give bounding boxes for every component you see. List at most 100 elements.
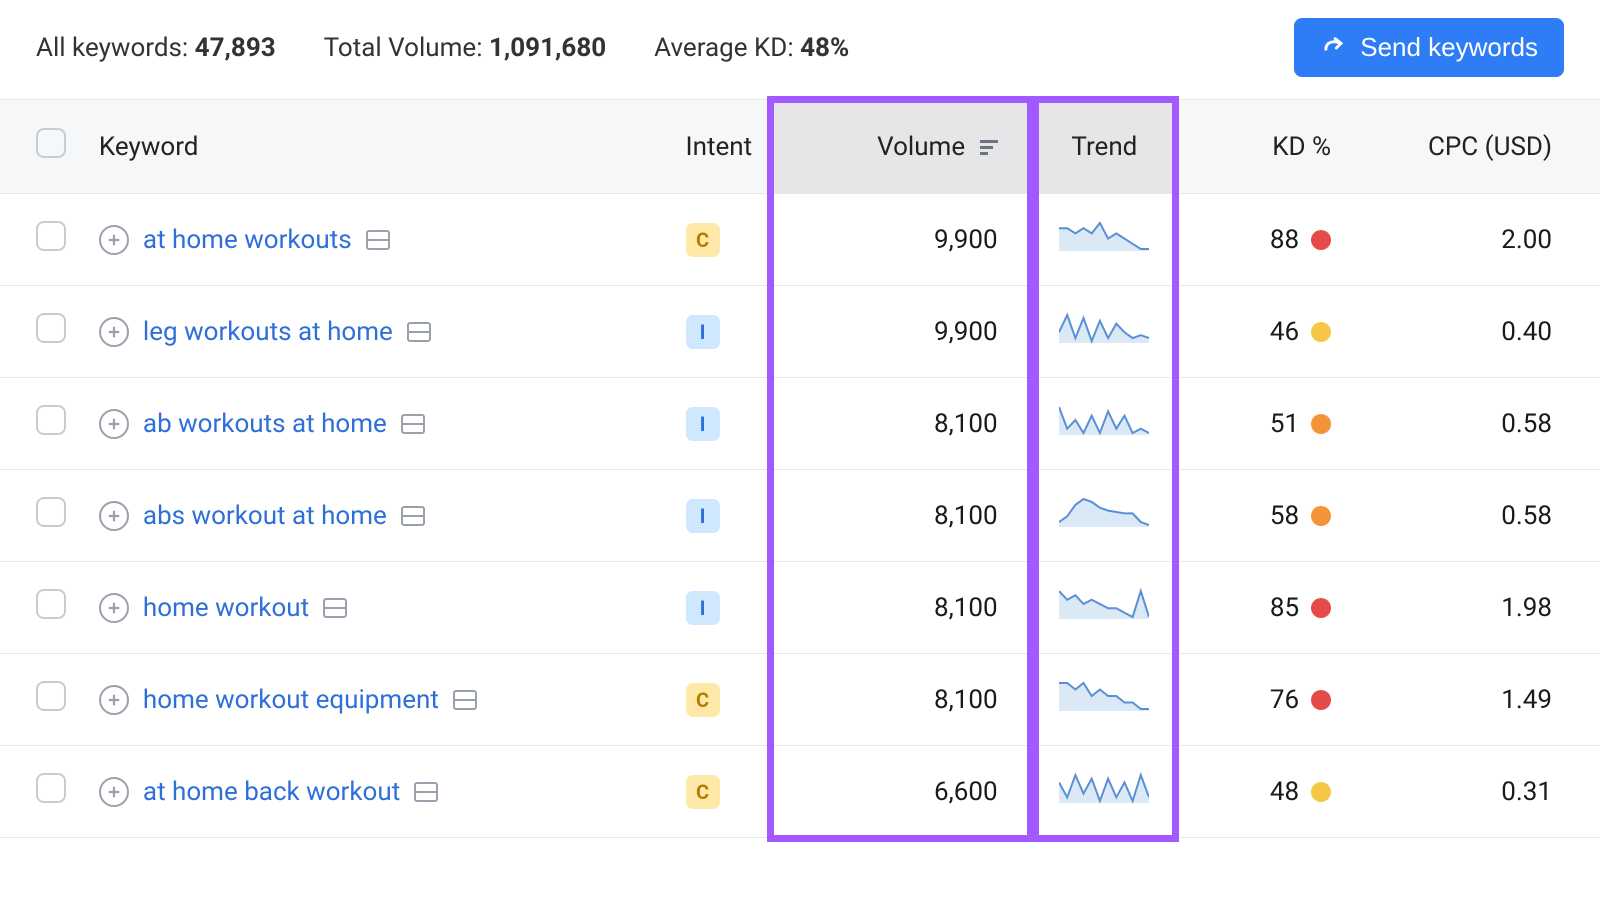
column-header-keyword[interactable]: Keyword [83,100,670,194]
kd-value: 88 [1270,225,1331,255]
column-header-cpc[interactable]: CPC (USD) [1347,100,1600,194]
send-arrow-icon [1320,34,1348,62]
trend-sparkline [1059,770,1149,806]
keyword-link[interactable]: abs workout at home [143,501,387,531]
kd-difficulty-dot [1311,506,1331,526]
kd-difficulty-dot [1311,230,1331,250]
keyword-link[interactable]: at home workouts [143,225,352,255]
serp-icon[interactable] [366,230,390,250]
intent-badge: I [686,499,720,533]
table-row: leg workouts at home I 9,900 46 0.40 [0,286,1600,378]
serp-icon[interactable] [323,598,347,618]
serp-icon[interactable] [407,322,431,342]
intent-badge: C [686,775,720,809]
volume-value: 6,600 [771,746,1034,838]
send-button-label: Send keywords [1360,32,1538,63]
sort-desc-icon [980,137,998,158]
trend-sparkline [1059,402,1149,438]
cpc-value: 0.31 [1347,746,1600,838]
expand-icon[interactable] [99,409,129,439]
summary-bar: All keywords: 47,893 Total Volume: 1,091… [0,0,1600,99]
table-row: abs workout at home I 8,100 58 0.58 [0,470,1600,562]
volume-value: 8,100 [771,378,1034,470]
cpc-value: 0.40 [1347,286,1600,378]
row-checkbox[interactable] [36,497,66,527]
expand-icon[interactable] [99,317,129,347]
trend-sparkline [1059,310,1149,346]
stat-label: All keywords: [36,33,188,63]
stat-avg-kd: Average KD: 48% [654,33,849,63]
table-row: home workout equipment C 8,100 76 1.49 [0,654,1600,746]
stat-all-keywords: All keywords: 47,893 [36,33,276,63]
expand-icon[interactable] [99,225,129,255]
kd-value: 58 [1270,501,1331,531]
trend-sparkline [1059,218,1149,254]
expand-icon[interactable] [99,501,129,531]
serp-icon[interactable] [401,414,425,434]
row-checkbox[interactable] [36,773,66,803]
trend-sparkline [1059,494,1149,530]
intent-badge: I [686,315,720,349]
expand-icon[interactable] [99,593,129,623]
expand-icon[interactable] [99,777,129,807]
send-keywords-button[interactable]: Send keywords [1294,18,1564,77]
volume-value: 8,100 [771,654,1034,746]
keyword-link[interactable]: home workout equipment [143,685,439,715]
kd-difficulty-dot [1311,414,1331,434]
stat-total-volume: Total Volume: 1,091,680 [324,33,607,63]
keyword-link[interactable]: ab workouts at home [143,409,387,439]
stat-label: Total Volume: [324,33,483,63]
cpc-value: 2.00 [1347,194,1600,286]
keyword-link[interactable]: at home back workout [143,777,400,807]
kd-value: 85 [1270,593,1331,623]
stat-value: 47,893 [195,33,276,63]
kd-value: 48 [1270,777,1331,807]
row-checkbox[interactable] [36,221,66,251]
serp-icon[interactable] [453,690,477,710]
cpc-value: 1.49 [1347,654,1600,746]
volume-value: 9,900 [771,194,1034,286]
kd-value: 76 [1270,685,1331,715]
table-row: at home workouts C 9,900 88 2.00 [0,194,1600,286]
keyword-link[interactable]: home workout [143,593,309,623]
select-all-checkbox[interactable] [36,128,66,158]
serp-icon[interactable] [414,782,438,802]
table-row: at home back workout C 6,600 48 0.31 [0,746,1600,838]
stat-value: 48% [800,33,849,63]
table-row: home workout I 8,100 85 1.98 [0,562,1600,654]
row-checkbox[interactable] [36,681,66,711]
stat-value: 1,091,680 [489,33,606,63]
stat-label: Average KD: [654,33,794,63]
kd-value: 51 [1270,409,1331,439]
trend-sparkline [1059,678,1149,714]
cpc-value: 1.98 [1347,562,1600,654]
kd-difficulty-dot [1311,690,1331,710]
table-row: ab workouts at home I 8,100 51 0.58 [0,378,1600,470]
trend-sparkline [1059,586,1149,622]
keywords-table: Keyword Intent Volume Trend KD % CPC (US… [0,99,1600,838]
table-header-row: Keyword Intent Volume Trend KD % CPC (US… [0,100,1600,194]
volume-value: 8,100 [771,470,1034,562]
column-header-trend[interactable]: Trend [1034,100,1176,194]
kd-difficulty-dot [1311,598,1331,618]
expand-icon[interactable] [99,685,129,715]
column-header-kd[interactable]: KD % [1175,100,1347,194]
row-checkbox[interactable] [36,405,66,435]
serp-icon[interactable] [401,506,425,526]
volume-value: 8,100 [771,562,1034,654]
kd-difficulty-dot [1311,782,1331,802]
column-header-intent[interactable]: Intent [670,100,771,194]
cpc-value: 0.58 [1347,470,1600,562]
intent-badge: C [686,683,720,717]
column-header-volume[interactable]: Volume [771,100,1034,194]
intent-badge: I [686,407,720,441]
kd-value: 46 [1270,317,1331,347]
cpc-value: 0.58 [1347,378,1600,470]
intent-badge: C [686,223,720,257]
volume-value: 9,900 [771,286,1034,378]
intent-badge: I [686,591,720,625]
keyword-link[interactable]: leg workouts at home [143,317,393,347]
row-checkbox[interactable] [36,313,66,343]
kd-difficulty-dot [1311,322,1331,342]
row-checkbox[interactable] [36,589,66,619]
